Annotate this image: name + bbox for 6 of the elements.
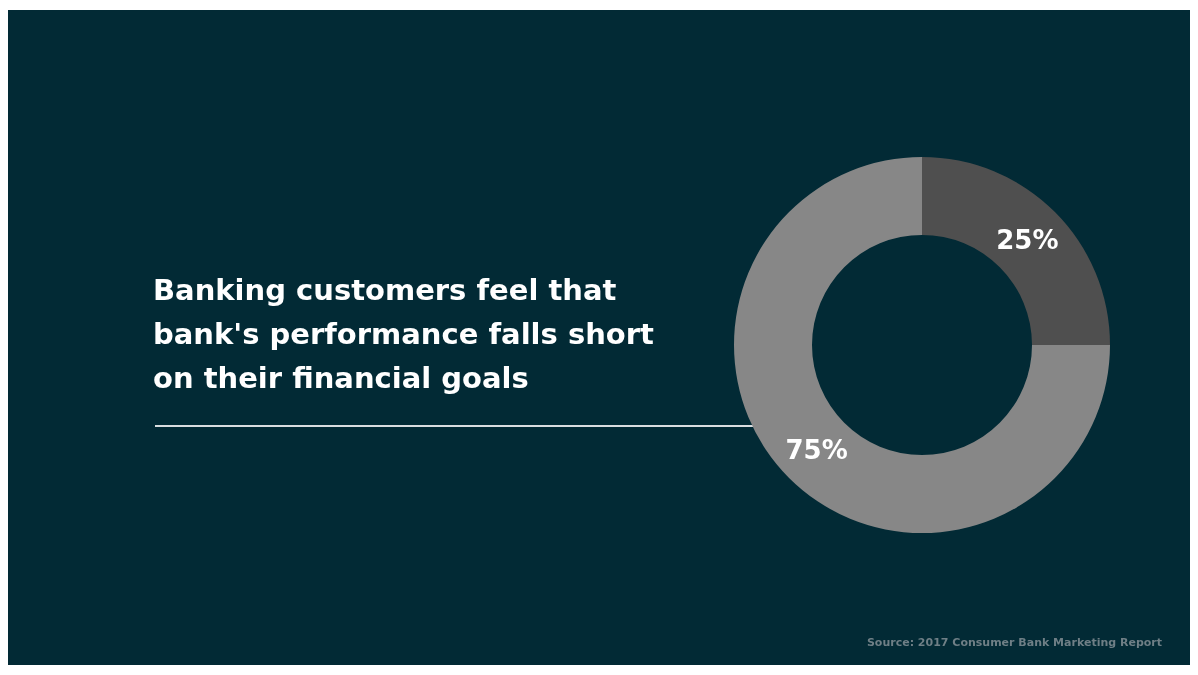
text: Banking customers feel that bank's performance falls short on their financial goals — [153, 272, 655, 397]
source-note: Source: 2017 Consumer Bank Marketing Report — [866, 636, 1162, 649]
donut-slice — [734, 157, 1110, 533]
data-label: 75% — [785, 435, 848, 466]
data-label: 25% — [996, 224, 1059, 255]
donut-slice — [922, 157, 1110, 345]
